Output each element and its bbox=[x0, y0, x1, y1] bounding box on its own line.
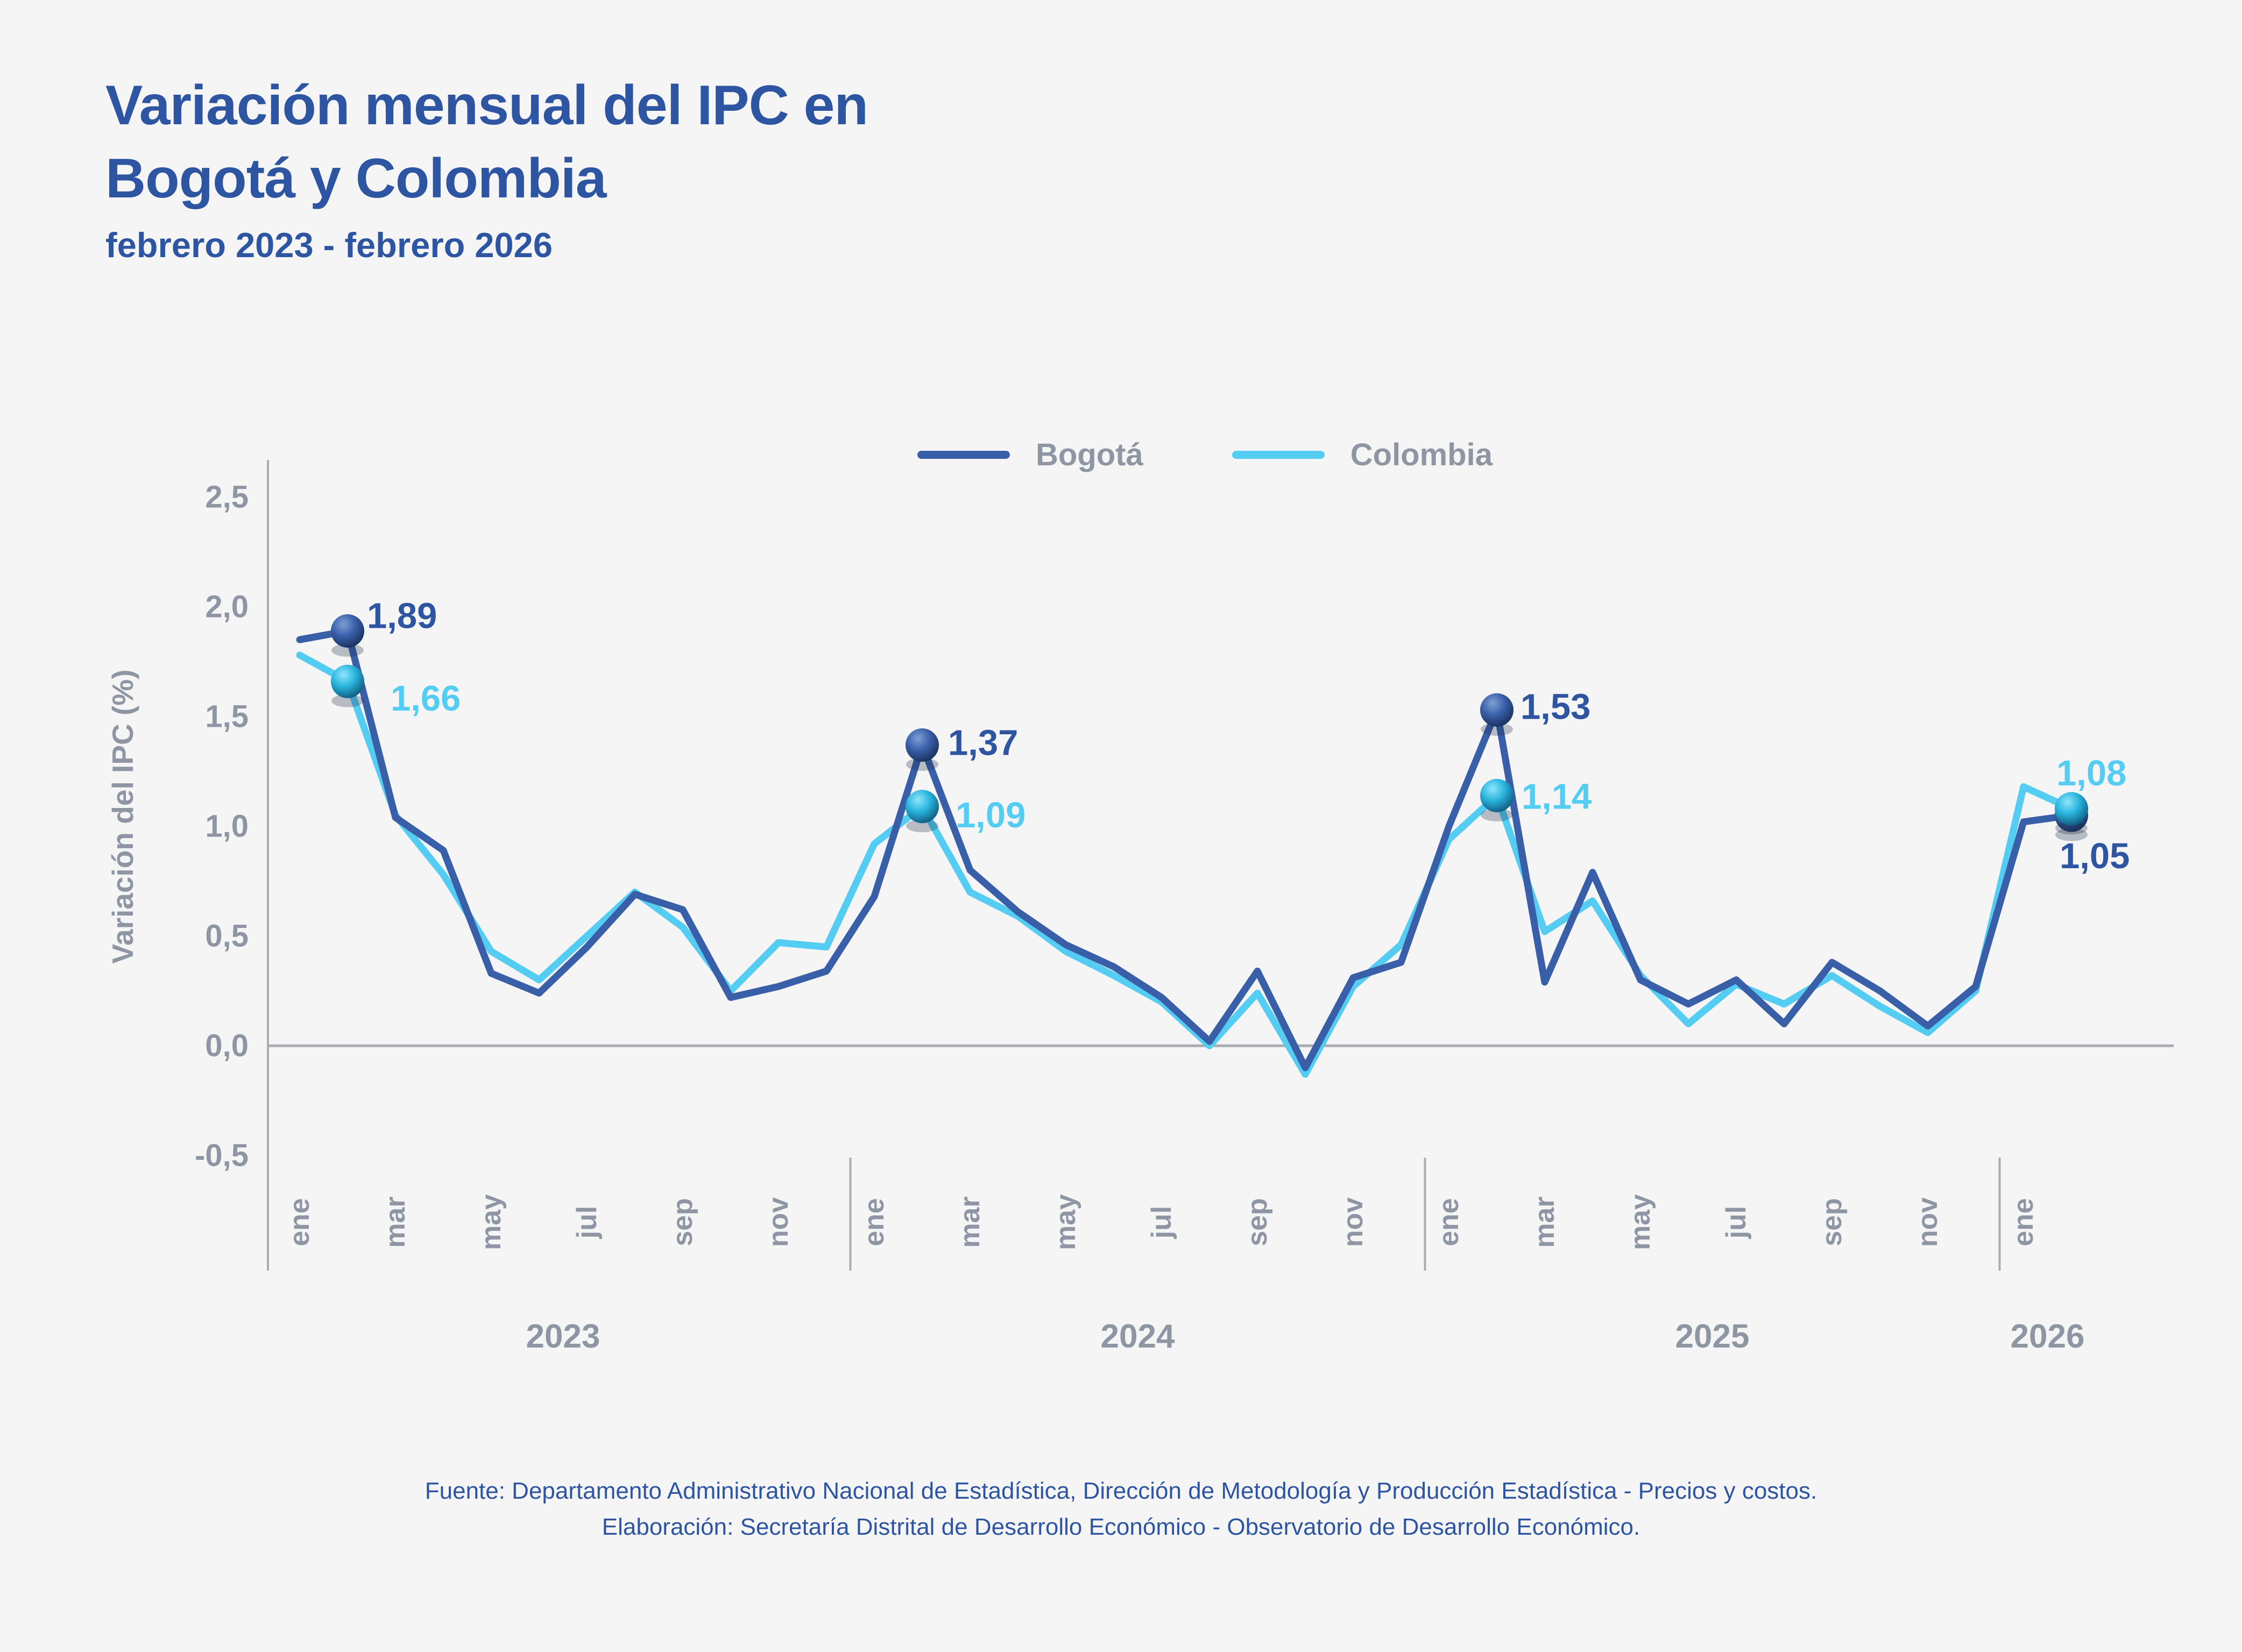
legend-item-bogota: Bogotá bbox=[917, 437, 1143, 473]
marker-shadow bbox=[331, 694, 364, 707]
data-point-marker-colombia bbox=[906, 790, 939, 824]
year-label: 2025 bbox=[1675, 1318, 1750, 1355]
data-point-marker-bogot bbox=[1480, 693, 1513, 727]
legend-label-bogota: Bogotá bbox=[1036, 437, 1143, 472]
page-subtitle: febrero 2023 - febrero 2026 bbox=[105, 225, 553, 265]
marker-shadow bbox=[906, 758, 938, 771]
x-tick-label: ene bbox=[2008, 1198, 2039, 1246]
data-point-label-bogot: 1,53 bbox=[1520, 686, 1590, 727]
marker-shadow bbox=[1481, 722, 1513, 736]
y-tick-label: -0,5 bbox=[195, 1138, 249, 1173]
x-tick-label: nov bbox=[763, 1197, 794, 1247]
data-point-label-colombia: 1,14 bbox=[1522, 776, 1592, 817]
data-point-marker-colombia bbox=[331, 664, 364, 698]
x-tick-label: may bbox=[1625, 1194, 1656, 1250]
legend-swatch-bogota bbox=[917, 451, 1010, 459]
page-title-line2: Bogotá y Colombia bbox=[105, 147, 607, 210]
data-point-marker-colombia bbox=[1480, 778, 1513, 812]
elaboration-line: Elaboración: Secretaría Distrital de Des… bbox=[602, 1514, 1640, 1540]
year-label: 2026 bbox=[2011, 1318, 2085, 1355]
x-tick-label: ene bbox=[859, 1198, 890, 1246]
marker-shadow bbox=[331, 643, 364, 657]
y-tick-label: 0,0 bbox=[205, 1029, 249, 1063]
legend-swatch-colombia bbox=[1232, 451, 1325, 459]
marker-shadow bbox=[2055, 821, 2088, 835]
source-note: Fuente: Departamento Administrativo Naci… bbox=[0, 1473, 2242, 1545]
x-tick-label: mar bbox=[1529, 1196, 1560, 1247]
series-line-colombia bbox=[296, 651, 2075, 1078]
legend-item-colombia: Colombia bbox=[1232, 437, 1493, 473]
x-tick-label: may bbox=[1050, 1194, 1081, 1250]
y-tick-label: 2,5 bbox=[205, 480, 249, 515]
page-title-line1: Variación mensual del IPC en bbox=[105, 74, 868, 137]
data-point-label-bogot: 1,05 bbox=[2060, 836, 2130, 876]
data-point-label-bogot: 1,37 bbox=[948, 723, 1018, 763]
x-tick-label: nov bbox=[1912, 1197, 1943, 1247]
page-title: Variación mensual del IPC en Bogotá y Co… bbox=[105, 69, 868, 215]
x-tick-label: nov bbox=[1338, 1197, 1369, 1247]
source-line: Fuente: Departamento Administrativo Naci… bbox=[425, 1478, 1817, 1504]
year-label: 2024 bbox=[1101, 1318, 1175, 1355]
y-tick-label: 1,5 bbox=[205, 699, 249, 734]
data-point-label-colombia: 1,08 bbox=[2056, 753, 2126, 793]
data-point-label-colombia: 1,09 bbox=[956, 795, 1025, 835]
x-tick-label: sep bbox=[667, 1198, 698, 1246]
x-tick-label: ene bbox=[1433, 1198, 1465, 1246]
marker-shadow bbox=[1481, 808, 1513, 821]
y-tick-label: 1,0 bbox=[205, 809, 249, 844]
series-line-bogot bbox=[296, 627, 2075, 1072]
x-tick-label: jul bbox=[1146, 1206, 1177, 1239]
x-tick-label: sep bbox=[1242, 1198, 1273, 1246]
year-label: 2023 bbox=[526, 1318, 600, 1355]
y-tick-label: 0,5 bbox=[205, 919, 249, 954]
data-point-marker-colombia bbox=[2055, 792, 2088, 826]
legend-label-colombia: Colombia bbox=[1350, 437, 1493, 472]
header: Variación mensual del IPC en Bogotá y Co… bbox=[105, 69, 868, 265]
data-point-label-bogot: 1,89 bbox=[367, 595, 437, 636]
x-tick-label: jul bbox=[571, 1206, 603, 1239]
y-tick-label: 2,0 bbox=[205, 590, 249, 625]
x-tick-label: may bbox=[476, 1194, 507, 1250]
x-tick-label: ene bbox=[284, 1198, 315, 1246]
x-tick-label: mar bbox=[954, 1196, 986, 1247]
x-tick-label: jul bbox=[1721, 1206, 1752, 1239]
chart-legend: Bogotá Colombia bbox=[917, 437, 1493, 473]
x-tick-label: mar bbox=[380, 1196, 411, 1247]
data-point-label-colombia: 1,66 bbox=[391, 678, 461, 719]
marker-shadow bbox=[2055, 828, 2088, 841]
y-axis-title: Variación del IPC (%) bbox=[106, 669, 139, 963]
x-tick-label: sep bbox=[1816, 1198, 1848, 1246]
data-point-marker-bogot bbox=[906, 728, 939, 762]
marker-shadow bbox=[906, 819, 938, 833]
data-point-marker-bogot bbox=[331, 614, 364, 648]
